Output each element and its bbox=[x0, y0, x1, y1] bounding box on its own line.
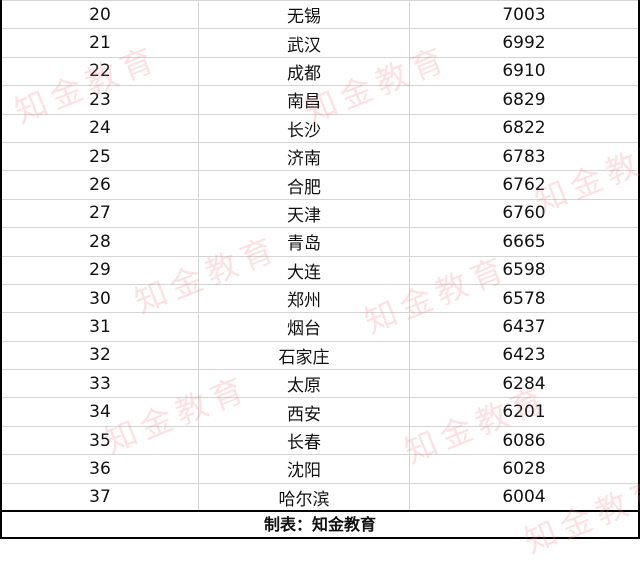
rank-cell: 21 bbox=[0, 28, 199, 58]
value-cell: 6910 bbox=[409, 56, 640, 87]
table-row: 37 哈尔滨 6004 bbox=[0, 482, 640, 513]
table-row: 34 西安 6201 bbox=[0, 397, 640, 427]
city-cell: 太原 bbox=[198, 369, 410, 399]
table-row: 30 郑州 6578 bbox=[0, 283, 640, 314]
value-cell: 6437 bbox=[409, 312, 640, 342]
rank-cell: 37 bbox=[0, 482, 199, 513]
value-cell: 6004 bbox=[409, 482, 640, 513]
table-row: 32 石家庄 6423 bbox=[0, 340, 640, 371]
rank-cell: 29 bbox=[0, 255, 199, 285]
city-cell: 长春 bbox=[198, 425, 410, 456]
city-cell: 武汉 bbox=[198, 28, 410, 58]
rank-cell: 31 bbox=[0, 312, 199, 342]
value-cell: 6201 bbox=[409, 397, 640, 427]
value-cell: 6760 bbox=[409, 198, 640, 229]
city-cell: 西安 bbox=[198, 397, 410, 427]
value-cell: 6783 bbox=[409, 141, 640, 172]
value-cell: 6578 bbox=[409, 283, 640, 314]
table-row: 35 长春 6086 bbox=[0, 425, 640, 456]
rank-cell: 35 bbox=[0, 425, 199, 456]
table-row: 20 无锡 7003 bbox=[0, 0, 640, 30]
rank-cell: 23 bbox=[0, 85, 199, 115]
city-cell: 大连 bbox=[198, 255, 410, 285]
table-row: 25 济南 6783 bbox=[0, 141, 640, 172]
value-cell: 6822 bbox=[409, 113, 640, 143]
city-cell: 哈尔滨 bbox=[198, 482, 410, 513]
rank-cell: 36 bbox=[0, 454, 199, 484]
city-cell: 石家庄 bbox=[198, 340, 410, 371]
value-cell: 6992 bbox=[409, 28, 640, 58]
city-cell: 青岛 bbox=[198, 227, 410, 257]
rank-cell: 32 bbox=[0, 340, 199, 371]
rank-cell: 22 bbox=[0, 56, 199, 87]
rank-cell: 33 bbox=[0, 369, 199, 399]
rank-cell: 25 bbox=[0, 141, 199, 172]
city-cell: 济南 bbox=[198, 141, 410, 172]
table-row: 36 沈阳 6028 bbox=[0, 454, 640, 484]
ranking-table: 20 无锡 7003 21 武汉 6992 22 成都 6910 23 南昌 6829 24 长沙 6822… bbox=[0, 0, 640, 513]
rank-cell: 30 bbox=[0, 283, 199, 314]
value-cell: 6423 bbox=[409, 340, 640, 371]
value-cell: 6762 bbox=[409, 170, 640, 200]
city-cell: 合肥 bbox=[198, 170, 410, 200]
table-row: 27 天津 6760 bbox=[0, 198, 640, 229]
rank-cell: 28 bbox=[0, 227, 199, 257]
value-cell: 6284 bbox=[409, 369, 640, 399]
value-cell: 6829 bbox=[409, 85, 640, 115]
rank-cell: 34 bbox=[0, 397, 199, 427]
city-cell: 南昌 bbox=[198, 85, 410, 115]
table-row: 21 武汉 6992 bbox=[0, 28, 640, 58]
value-cell: 6665 bbox=[409, 227, 640, 257]
value-cell: 7003 bbox=[409, 0, 640, 30]
table-row: 28 青岛 6665 bbox=[0, 227, 640, 257]
table-row: 24 长沙 6822 bbox=[0, 113, 640, 143]
rank-cell: 26 bbox=[0, 170, 199, 200]
rank-cell: 20 bbox=[0, 0, 199, 30]
table-row: 31 烟台 6437 bbox=[0, 312, 640, 342]
table-row: 33 太原 6284 bbox=[0, 369, 640, 399]
rank-cell: 24 bbox=[0, 113, 199, 143]
value-cell: 6028 bbox=[409, 454, 640, 484]
city-cell: 成都 bbox=[198, 56, 410, 87]
table-row: 26 合肥 6762 bbox=[0, 170, 640, 200]
table-row: 22 成都 6910 bbox=[0, 56, 640, 87]
table-row: 23 南昌 6829 bbox=[0, 85, 640, 115]
table-footer: 制表：知金教育 bbox=[0, 510, 640, 539]
value-cell: 6598 bbox=[409, 255, 640, 285]
city-cell: 郑州 bbox=[198, 283, 410, 314]
city-cell: 烟台 bbox=[198, 312, 410, 342]
value-cell: 6086 bbox=[409, 425, 640, 456]
city-cell: 天津 bbox=[198, 198, 410, 229]
city-cell: 无锡 bbox=[198, 0, 410, 30]
rank-cell: 27 bbox=[0, 198, 199, 229]
city-cell: 沈阳 bbox=[198, 454, 410, 484]
table-row: 29 大连 6598 bbox=[0, 255, 640, 285]
city-cell: 长沙 bbox=[198, 113, 410, 143]
